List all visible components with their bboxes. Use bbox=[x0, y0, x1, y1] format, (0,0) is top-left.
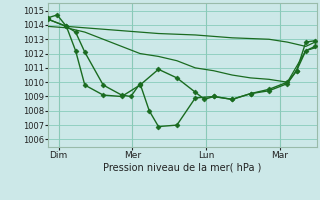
X-axis label: Pression niveau de la mer( hPa ): Pression niveau de la mer( hPa ) bbox=[103, 163, 261, 173]
